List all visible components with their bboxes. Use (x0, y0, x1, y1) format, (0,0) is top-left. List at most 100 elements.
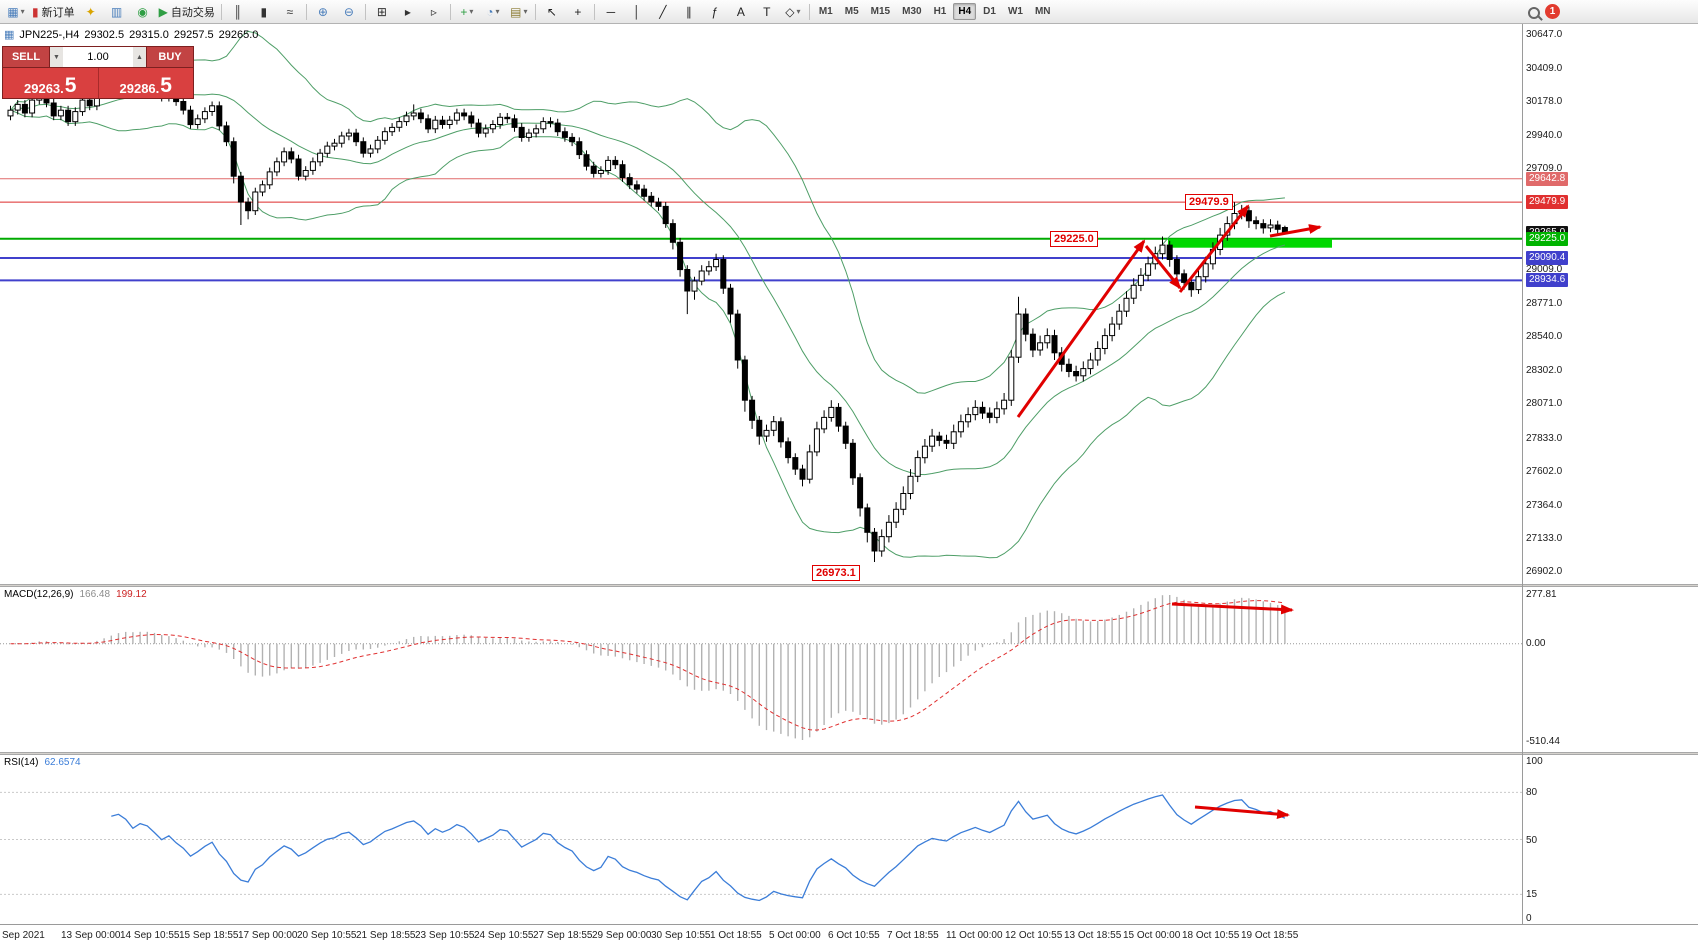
navigator-icon: ◉ (137, 4, 148, 19)
price-axis-separator (1522, 24, 1523, 924)
label-tool-icon: T (763, 4, 771, 19)
rsi-label: RSI(14) 62.6574 (4, 757, 81, 768)
timeframe-w1-button[interactable]: W1 (1007, 6, 1023, 17)
time-axis-label: 15 Oct 00:00 (1123, 930, 1181, 941)
new-chart-icon: ▦ (7, 4, 19, 19)
toolbar-periods-button[interactable]: ◔ ▾ (481, 2, 505, 22)
toolbar-tile-windows-button[interactable]: ⊞ (370, 2, 394, 22)
timeframe-mn-button[interactable]: MN (1034, 6, 1051, 17)
timeframe-d1-button[interactable]: D1 (983, 6, 996, 17)
toolbar-indicators-button[interactable]: + ▾ (455, 2, 479, 22)
time-axis[interactable]: Sep 2021 13 Sep 00:00 14 Sep 10:55 15 Sep 1… (0, 924, 1698, 948)
macd-signal-value: 199.12 (116, 589, 147, 600)
toolbar-horizontal-line-tool-button[interactable]: ─ (599, 2, 623, 22)
timeframe-m30-button[interactable]: M30 (902, 6, 922, 17)
toolbar-chart-bars-button[interactable]: ║ (226, 2, 250, 22)
toolbar-auto-scroll-button[interactable]: ▸ (396, 2, 420, 22)
toolbar-new-order-button[interactable]: ▮ 新订单 (30, 2, 77, 22)
rsi-line (111, 794, 1286, 902)
toolbar-chart-line-button[interactable]: ≈ (278, 2, 302, 22)
zoom-in-icon: ⊕ (317, 4, 328, 19)
price-axis-label: 29225.0 (1526, 231, 1569, 246)
ask-price-display[interactable]: 29286. 5 (98, 68, 193, 98)
time-axis-label: 19 Oct 18:55 (1241, 930, 1299, 941)
timeframe-m1-button[interactable]: M1 (818, 6, 833, 17)
timeframe-m5-button[interactable]: M5 (844, 6, 859, 17)
toolbar-crosshair-button[interactable]: + (566, 2, 590, 22)
time-axis-label: 14 Sep 10:55 (120, 930, 180, 941)
price-chart-panel[interactable]: ▦ JPN225-,H4 29302.5 29315.0 29257.5 292… (0, 24, 1698, 584)
time-axis-label: 29 Sep 00:00 (592, 930, 652, 941)
price-callout-label[interactable]: 29479.9 (1185, 194, 1233, 210)
buy-button[interactable]: BUY (146, 47, 193, 67)
toolbar-separator (305, 3, 307, 20)
autotrading-label: 自动交易 (170, 6, 215, 19)
toolbar-new-chart-button[interactable]: ▦ ▾ (4, 2, 28, 22)
horizontal-line-tool-icon: ─ (606, 4, 616, 19)
time-axis-label: 18 Oct 10:55 (1182, 930, 1240, 941)
macd-panel[interactable]: MACD(12,26,9) 166.48 199.12 277.81 0.00 -5… (0, 587, 1698, 752)
time-axis-label: 1 Oct 18:55 (710, 930, 762, 941)
toolbar-fibonacci-tool-button[interactable]: ƒ (703, 2, 727, 22)
toolbar-cursor-button[interactable]: ↖ (540, 2, 564, 22)
toolbar-zoom-in-button[interactable]: ⊕ (311, 2, 335, 22)
price-axis-label: 30647.0 (1526, 28, 1563, 40)
rsi-axis-label: 50 (1526, 834, 1538, 846)
price-axis-label: 27602.0 (1526, 465, 1563, 477)
time-axis-label: 15 Sep 18:55 (179, 930, 239, 941)
timeframe-m15-button[interactable]: M15 (870, 6, 891, 17)
toolbar-market-depth-button[interactable]: ✦ (79, 2, 103, 22)
toolbar-chart-candles-button[interactable]: ▮ (252, 2, 276, 22)
toolbar-separator (534, 3, 536, 20)
price-chart-canvas[interactable] (0, 24, 1522, 584)
notification-badge[interactable]: 1 (1545, 4, 1560, 19)
chart-window: ▦ JPN225-,H4 29302.5 29315.0 29257.5 292… (0, 24, 1698, 948)
bollinger-upper-band (10, 30, 1285, 394)
price-callout-label[interactable]: 29225.0 (1050, 231, 1098, 247)
toolbar-zoom-out-button[interactable]: ⊖ (337, 2, 361, 22)
timeframe-h1-button[interactable]: H1 (933, 6, 947, 17)
chart-icon: ▦ (4, 29, 15, 41)
toolbar-autotrading-button[interactable]: ▶ 自动交易 (157, 2, 217, 22)
rsi-canvas (0, 791, 1522, 902)
one-click-trading-panel: SELL ▼ ▲ BUY 29263.5 29286.5 (2, 46, 194, 99)
templates-icon: ▤ (510, 4, 522, 19)
search-icon[interactable] (1528, 7, 1540, 19)
price-callout-label[interactable]: 26973.1 (812, 565, 860, 581)
chart-line-icon: ≈ (286, 4, 294, 19)
time-axis-label: 12 Oct 10:55 (1005, 930, 1063, 941)
price-axis-label: 30178.0 (1526, 95, 1563, 107)
toolbar-vertical-line-tool-button[interactable]: │ (625, 2, 649, 22)
toolbar-market-watch-button[interactable]: ▥ (105, 2, 129, 22)
bid-price-display[interactable]: 29263. 5 (3, 68, 99, 98)
timeframe-h4-button[interactable]: H4 (953, 3, 977, 20)
price-axis-label: 30409.0 (1526, 62, 1563, 74)
volume-increase-button[interactable]: ▲ (133, 47, 146, 67)
time-axis-label: 7 Oct 18:55 (887, 930, 939, 941)
macd-axis-label: 277.81 (1526, 589, 1557, 600)
toolbar-chart-shift-button[interactable]: ▹ (422, 2, 446, 22)
low-value: 29257.5 (173, 28, 214, 41)
toolbar-label-tool-button[interactable]: T (755, 2, 779, 22)
toolbar-trendline-tool-button[interactable]: ╱ (651, 2, 675, 22)
toolbar-templates-button[interactable]: ▤ ▾ (507, 2, 531, 22)
trend-arrow (1016, 239, 1146, 418)
volume-input[interactable] (63, 47, 133, 67)
chevron-down-icon: ▾ (495, 7, 500, 16)
macd-name: MACD(12,26,9) (4, 589, 74, 600)
toolbar-text-tool-button[interactable]: A (729, 2, 753, 22)
panel-splitter[interactable] (0, 584, 1698, 587)
price-axis-label: 26902.0 (1526, 566, 1563, 578)
time-axis-label: 6 Oct 10:55 (828, 930, 880, 941)
high-value: 29315.0 (129, 28, 169, 41)
volume-decrease-button[interactable]: ▼ (50, 47, 63, 67)
sell-button[interactable]: SELL (3, 47, 50, 67)
rsi-panel[interactable]: RSI(14) 62.6574 100 80 50 15 0 (0, 755, 1698, 924)
toolbar-navigator-button[interactable]: ◉ (131, 2, 155, 22)
panel-splitter[interactable] (0, 752, 1698, 755)
toolbar-shapes-tool-button[interactable]: ◇ ▾ (781, 2, 805, 22)
time-axis-label: 11 Oct 00:00 (946, 930, 1003, 941)
channel-tool-icon: ∥ (685, 4, 692, 19)
toolbar-channel-tool-button[interactable]: ∥ (677, 2, 701, 22)
bollinger-middle-band (10, 92, 1286, 476)
